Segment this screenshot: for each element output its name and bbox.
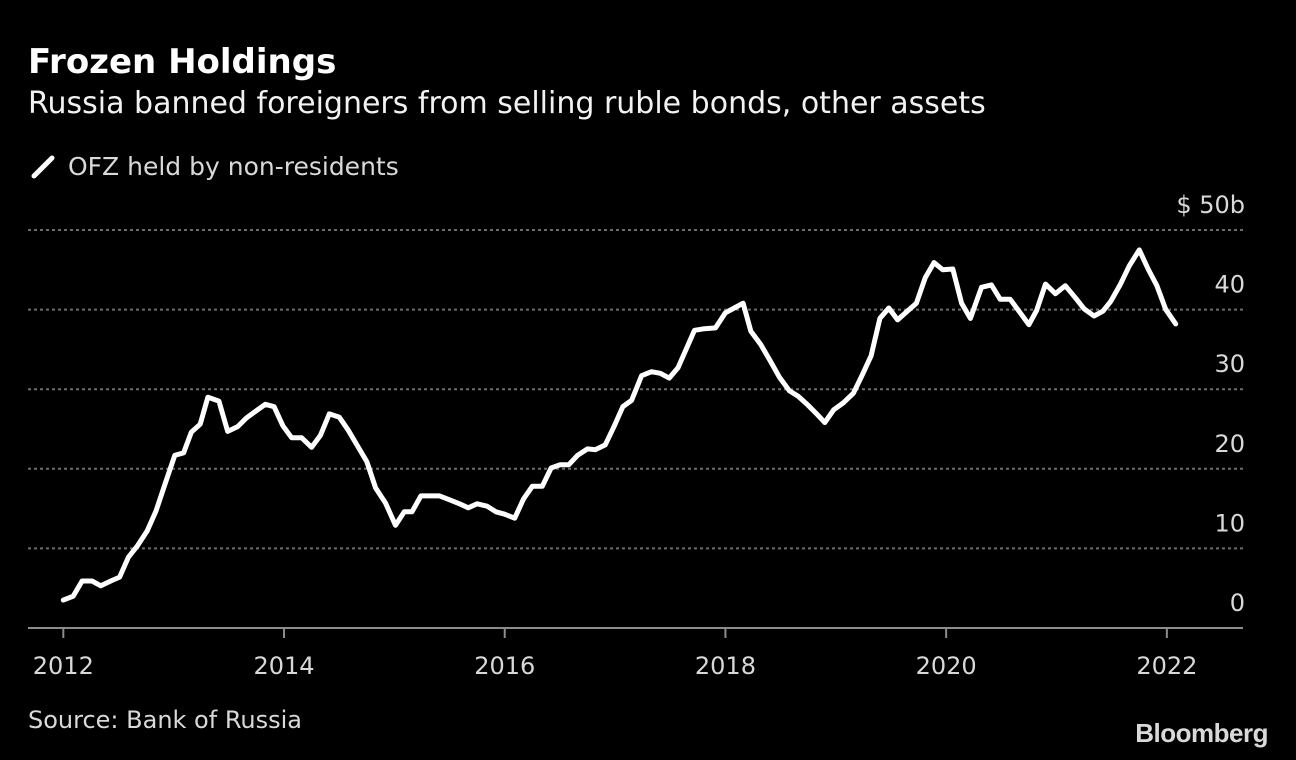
- series-line: [60, 247, 1179, 603]
- y-tick-label: 10: [1214, 509, 1245, 537]
- chart-title: Frozen Holdings: [28, 42, 337, 82]
- legend-label: OFZ held by non-residents: [68, 152, 399, 181]
- legend: OFZ held by non-residents: [30, 152, 399, 181]
- y-tick-label: 0: [1230, 589, 1245, 617]
- source-note: Source: Bank of Russia: [28, 706, 303, 734]
- y-tick-label: 30: [1214, 350, 1245, 378]
- y-tick-label: 40: [1214, 271, 1245, 299]
- y-tick-label: 20: [1214, 430, 1245, 458]
- x-tick-label: 2022: [1136, 652, 1197, 680]
- x-tick-label: 2020: [916, 652, 977, 680]
- x-tick-label: 2012: [33, 652, 94, 680]
- y-tick-label: $ 50b: [1176, 191, 1245, 219]
- bloomberg-logo: Bloomberg: [1135, 718, 1268, 748]
- chart-subtitle: Russia banned foreigners from selling ru…: [28, 86, 986, 121]
- x-tick-label: 2014: [253, 652, 314, 680]
- x-tick-label: 2016: [474, 652, 535, 680]
- legend-line-icon: [31, 155, 55, 178]
- x-tick-label: 2018: [695, 652, 756, 680]
